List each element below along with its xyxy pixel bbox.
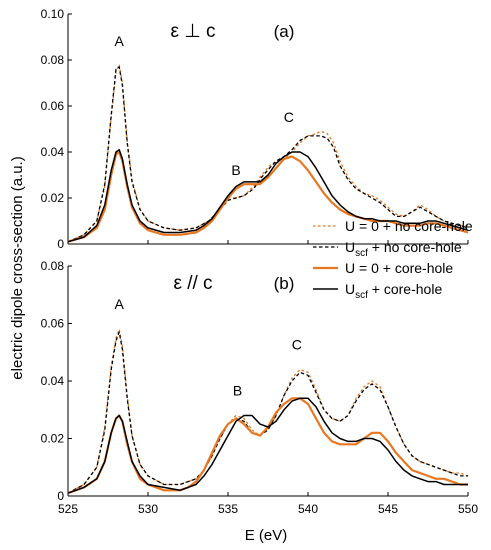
x-tick-label: 540 [298, 502, 318, 516]
series-line-2 [67, 66, 469, 243]
x-tick-label: 550 [458, 502, 478, 516]
legend-entry: Uscf + core-hole [345, 281, 442, 301]
series-line-1 [67, 63, 468, 243]
x-tick-label: 530 [138, 502, 158, 516]
legend-entry: U = 0 + core-hole [345, 260, 453, 276]
series-line-2 [67, 331, 468, 494]
peak-label: B [231, 162, 240, 178]
panel-b: 0 0.02 0.04 0.06 0.08 525 530 535 540 545 550 ε //… [41, 259, 479, 516]
series-line-4 [67, 397, 468, 494]
x-tick-label: 525 [58, 502, 78, 516]
panel-b-axes: 0 0.02 0.04 0.06 0.08 525 530 535 540 545 550 [41, 259, 479, 516]
y-tick-label: 0.06 [41, 317, 65, 331]
y-axis-label: electric dipole cross-section (a.u.) [9, 156, 26, 379]
peak-label: C [284, 109, 294, 125]
panel-a-series [67, 63, 469, 243]
series-line-4 [67, 148, 469, 243]
legend-entry: U = 0 + no core-hole [345, 218, 473, 234]
y-tick-label: 0.06 [41, 99, 65, 113]
panel-b-series [67, 328, 469, 495]
y-tick-label: 0.08 [41, 259, 65, 273]
panel-a-labels: ε ⊥ c (a) A B C [115, 21, 295, 178]
y-tick-label: 0.04 [41, 374, 65, 388]
y-tick-label: 0 [57, 489, 64, 503]
panel-label: (a) [274, 22, 295, 41]
y-tick-label: 0.08 [41, 53, 65, 67]
legend-entry: Uscf + no core-hole [345, 239, 462, 259]
panel-title: ε // c [173, 273, 212, 294]
panel-b-labels: ε // c (b) A B C [115, 273, 302, 398]
peak-label: C [292, 336, 302, 352]
peak-label: A [115, 296, 125, 312]
x-tick-label: 545 [378, 502, 398, 516]
panel-title: ε ⊥ c [170, 21, 215, 42]
peak-label: B [233, 382, 242, 398]
x-axis-label: E (eV) [245, 527, 288, 544]
series-line-1 [67, 328, 469, 494]
y-tick-label: 0.10 [41, 7, 65, 21]
panel-a: 0 0.02 0.04 0.06 0.08 0.10 ε ⊥ c (a) A B C [41, 7, 469, 251]
panel-label: (b) [274, 274, 295, 293]
peak-label: A [115, 33, 125, 49]
y-tick-label: 0.02 [41, 191, 65, 205]
y-tick-label: 0.04 [41, 145, 65, 159]
y-tick-label: 0.02 [41, 432, 65, 446]
y-tick-label: 0 [57, 237, 64, 251]
panel-a-axes: 0 0.02 0.04 0.06 0.08 0.10 [41, 7, 469, 251]
x-tick-label: 535 [218, 502, 238, 516]
